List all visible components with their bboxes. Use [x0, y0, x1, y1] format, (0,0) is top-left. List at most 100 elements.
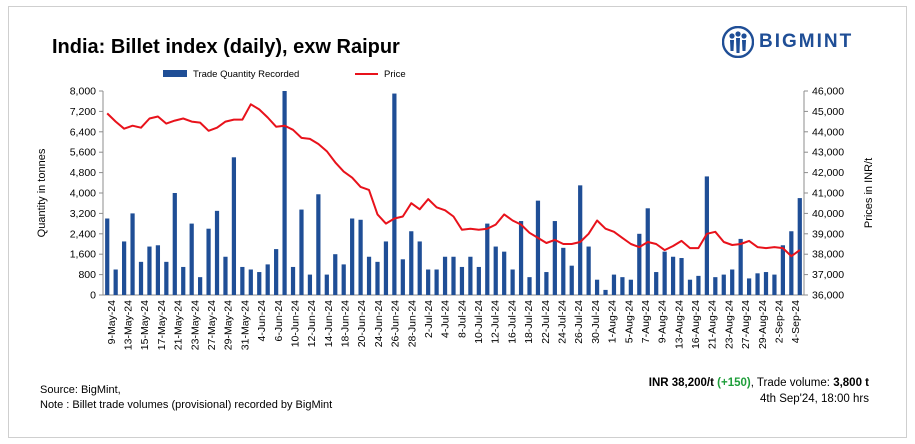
x-tick-label: 10-Jul-24 [473, 300, 485, 344]
volume-bar [679, 258, 684, 295]
x-tick-label: 24-Jul-24 [557, 300, 569, 344]
volume-bar [265, 264, 270, 295]
volume-bar [687, 279, 693, 295]
brand-logo: BIGMINT [722, 26, 853, 58]
volume-bar [172, 193, 177, 295]
chart-title: India: Billet index (daily), exw Raipur [52, 36, 400, 58]
volume-bar [122, 241, 127, 295]
volume-bar [468, 256, 473, 295]
volume-bar [730, 269, 735, 295]
volume-bar [637, 233, 642, 295]
volume-bar [257, 272, 262, 295]
right-tick-label: 46,000 [812, 86, 844, 98]
volume-bar [518, 221, 524, 295]
legend-line-label: Price [384, 69, 406, 80]
volume-bar [493, 246, 498, 295]
volume-bar [628, 279, 633, 295]
x-tick-label: 15-May-24 [139, 300, 151, 350]
right-tick-label: 36,000 [812, 290, 844, 302]
x-tick-label: 12-Jun-24 [306, 300, 318, 347]
summary-price: INR 38,200/t [648, 377, 714, 389]
x-tick-label: 10-Jun-24 [289, 300, 301, 347]
x-tick-label: 23-Aug-24 [723, 300, 735, 349]
volume-bar [324, 274, 329, 295]
right-tick-label: 37,000 [812, 269, 844, 281]
x-tick-label: 6-Jun-24 [273, 300, 285, 342]
volume-bar [662, 251, 667, 295]
x-tick-label: 5-Aug-24 [623, 300, 635, 343]
volume-bar [366, 256, 372, 295]
x-tick-label: 17-May-24 [156, 300, 168, 350]
volume-bar [485, 223, 490, 295]
volume-bar [476, 266, 481, 295]
volume-bar [746, 278, 752, 295]
left-tick-label: 4,000 [70, 188, 96, 200]
volume-bar [755, 273, 760, 295]
x-tick-label: 26-Jul-24 [573, 300, 585, 344]
left-tick-label: 4,800 [70, 167, 96, 179]
volume-bar [138, 261, 144, 295]
summary-box: INR 38,200/t (+150), Trade volume: 3,800… [649, 375, 869, 407]
source-note: Source: BigMint, Note : Billet trade vol… [40, 383, 332, 413]
volume-bar [442, 256, 448, 295]
volume-bar [400, 259, 405, 295]
volume-bar [392, 93, 397, 295]
summary-volume: 3,800 t [833, 377, 869, 389]
volume-bar [789, 231, 794, 295]
volume-bar [780, 245, 785, 295]
volume-bar [240, 266, 245, 295]
volume-bar [307, 274, 313, 295]
x-tick-label: 21-Aug-24 [707, 300, 719, 349]
summary-line: INR 38,200/t (+150), Trade volume: 3,800… [649, 375, 869, 391]
x-tick-label: 20-Jun-24 [356, 300, 368, 347]
volume-bar [164, 261, 169, 295]
volume-bar [527, 277, 532, 295]
source-line: Source: BigMint, [40, 384, 121, 396]
summary-timestamp: 4th Sep'24, 18:00 hrs [760, 393, 869, 405]
left-tick-label: 1,600 [70, 249, 96, 261]
right-tick-label: 43,000 [812, 147, 844, 159]
volume-bar [181, 266, 186, 295]
right-tick-label: 41,000 [812, 188, 844, 200]
volume-bar [578, 185, 583, 295]
right-tick-label: 38,000 [812, 249, 844, 261]
x-tick-label: 29-May-24 [223, 300, 235, 350]
volume-bar [350, 218, 355, 295]
x-tick-label: 2-Jul-24 [423, 300, 435, 338]
left-tick-label: 5,600 [70, 147, 96, 159]
x-tick-label: 30-Jul-24 [590, 300, 602, 344]
volume-bar [113, 269, 118, 295]
left-tick-label: 6,400 [70, 126, 96, 138]
x-tick-label: 2-Sep-24 [774, 300, 786, 343]
x-tick-label: 16-Jul-24 [506, 300, 518, 344]
volume-bar [586, 246, 591, 295]
x-tick-label: 13-Aug-24 [673, 300, 685, 349]
right-tick-label: 40,000 [812, 208, 844, 220]
note-line: Note : Billet trade volumes (provisional… [40, 399, 333, 411]
left-axis-title: Quantity in tonnes [36, 148, 48, 237]
volume-bar [383, 241, 389, 295]
volume-bar [290, 266, 296, 295]
x-tick-label: 9-May-24 [106, 300, 118, 345]
summary-volume-label: , Trade volume: [750, 377, 830, 389]
x-tick-label: 18-Jul-24 [523, 300, 535, 344]
volume-bar [738, 238, 743, 295]
volume-bar [510, 269, 515, 295]
volume-bar [594, 279, 600, 295]
x-tick-label: 13-May-24 [123, 300, 135, 350]
volume-bar [797, 198, 802, 295]
x-tick-label: 1-Aug-24 [607, 300, 619, 343]
volume-bar [763, 272, 769, 295]
volume-bar [105, 218, 110, 295]
volume-bar [316, 194, 321, 295]
x-tick-label: 12-Jul-24 [490, 300, 502, 344]
volume-bar [214, 210, 220, 295]
volume-bar [670, 256, 676, 295]
volume-bar [561, 247, 566, 295]
x-tick-label: 4-Jul-24 [440, 300, 452, 338]
left-tick-label: 3,200 [70, 208, 96, 220]
x-tick-label: 16-Aug-24 [690, 300, 702, 349]
volume-bar [569, 265, 574, 295]
x-tick-label: 8-Jul-24 [456, 300, 468, 338]
